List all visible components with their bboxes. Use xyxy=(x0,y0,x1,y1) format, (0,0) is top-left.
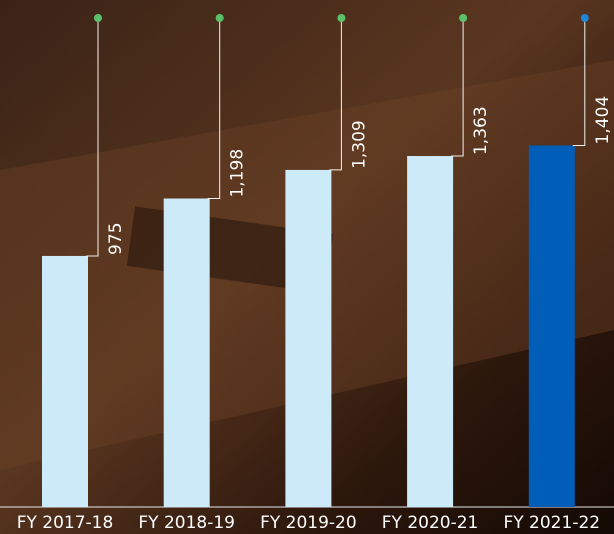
value-label: 1,198 xyxy=(228,149,248,198)
leader-line xyxy=(86,18,99,257)
bar xyxy=(163,198,210,507)
marker-dot xyxy=(337,14,346,22)
x-tick-label: FY 2020-21 xyxy=(382,513,479,533)
value-label: 1,363 xyxy=(471,106,491,155)
leader-line xyxy=(572,18,586,146)
x-tick-label: FY 2019-20 xyxy=(260,513,357,533)
x-tick-label: FY 2021-22 xyxy=(503,513,600,533)
bar xyxy=(528,145,575,507)
leader-line xyxy=(329,18,342,171)
marker-dot xyxy=(215,14,224,22)
marker-dot xyxy=(580,14,589,22)
leader-line xyxy=(207,18,221,200)
marker-dot xyxy=(459,14,468,22)
x-tick-label: FY 2017-18 xyxy=(17,513,114,533)
value-label: 1,404 xyxy=(593,96,613,145)
bar xyxy=(407,156,454,507)
value-label: 975 xyxy=(106,222,126,254)
x-tick-label: FY 2018-19 xyxy=(138,513,235,533)
bar xyxy=(42,255,88,507)
bar xyxy=(285,169,332,507)
leader-line xyxy=(451,18,464,157)
value-label: 1,309 xyxy=(349,120,369,169)
marker-dot xyxy=(94,14,102,22)
